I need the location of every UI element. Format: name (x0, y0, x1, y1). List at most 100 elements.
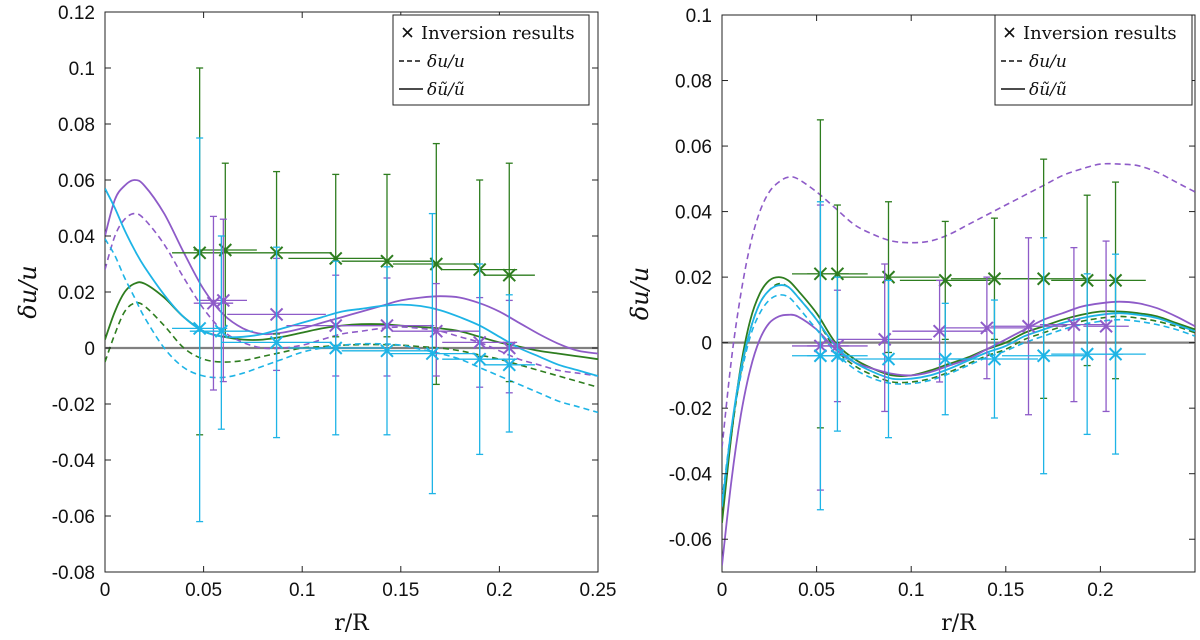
chart-panel-2: 0 0.05 0.1 0.15 0.2 -0.06 -0.04 -0.02 0 0.02 0.04 0… (626, 6, 1196, 636)
x-axis-label: r/R (941, 611, 977, 636)
y-tick-label: 0.08 (58, 115, 95, 136)
legend: Inversion results δu/u δũ/ũ (392, 14, 590, 106)
data-layer (722, 119, 1195, 566)
series-3-dashed-line (722, 294, 1195, 501)
x-tick-label: 0.1 (289, 580, 315, 601)
cross-marker (1108, 347, 1123, 361)
y-tick-label: 0.04 (58, 227, 95, 248)
series-3-solid-line (722, 284, 1195, 507)
x-tick-label: 0 (717, 580, 728, 601)
y-tick-label: -0.02 (52, 395, 95, 416)
y-tick-label: -0.06 (52, 507, 95, 528)
legend-box (994, 14, 1193, 106)
data-point (1039, 246, 1108, 403)
data-point (288, 260, 384, 436)
y-tick-label: -0.08 (52, 563, 95, 584)
data-point (483, 294, 535, 433)
x-tick-label: 0.15 (987, 580, 1024, 601)
legend-cross-icon (402, 27, 413, 38)
cross-marker (980, 321, 994, 335)
y-axis-label: δu/u (14, 265, 42, 318)
cross-marker (380, 344, 394, 358)
data-point (1085, 253, 1146, 455)
series-1-dashed-line (722, 282, 1195, 517)
y-tick-label: -0.06 (669, 530, 712, 551)
y-tick-label: 0.02 (675, 268, 712, 289)
legend-label: δũ/ũ (1029, 80, 1067, 100)
data-point (341, 266, 433, 436)
data-point (950, 299, 1038, 419)
y-tick-label: 0.08 (675, 72, 712, 93)
cross-marker (206, 296, 221, 310)
y-tick-label: 0.06 (675, 137, 712, 158)
x-tick-label: 0.1 (898, 580, 924, 601)
data-point (199, 218, 247, 383)
legend: Inversion results δu/u δũ/ũ (994, 14, 1193, 106)
data-point (341, 173, 433, 338)
cross-marker (214, 324, 229, 338)
cross-marker (987, 352, 1002, 366)
data-point (990, 237, 1067, 416)
y-tick-label: 0.12 (58, 3, 95, 24)
data-point (221, 246, 332, 439)
cross-marker (472, 352, 487, 366)
data-point (941, 276, 1033, 380)
legend-label: δu/u (1029, 52, 1067, 72)
data-point (1083, 240, 1129, 413)
y-tick-label: -0.04 (669, 465, 713, 486)
chart-panel-1: 0 0.05 0.1 0.15 0.2 0.25 -0.08 -0.06 -0.04 -0.02 0… (14, 3, 616, 636)
cross-marker (216, 293, 231, 308)
legend-label: δũ/ũ (427, 80, 465, 100)
cross-marker (987, 272, 1002, 286)
series-1-dashed-line (105, 301, 598, 388)
y-tick-label: -0.04 (52, 451, 96, 472)
cross-marker (938, 273, 952, 288)
y-tick-label: 0 (84, 339, 95, 360)
cross-marker (881, 352, 896, 366)
cross-marker (1067, 317, 1081, 332)
data-point (172, 137, 228, 523)
x-tick-label: 0 (100, 580, 111, 601)
legend-label: Inversion results (421, 23, 575, 44)
cross-marker (502, 358, 516, 372)
data-point (1002, 237, 1086, 475)
x-tick-label: 0.05 (798, 580, 835, 601)
series-2-solid-line (722, 300, 1195, 566)
x-axis-label: r/R (334, 611, 370, 636)
cross-marker (1099, 319, 1113, 333)
cross-marker (192, 321, 207, 336)
data-point (388, 212, 476, 495)
y-tick-label: 0 (701, 334, 712, 355)
cross-marker (502, 268, 516, 282)
y-tick-label: 0.1 (69, 59, 95, 80)
cross-marker (329, 341, 343, 355)
legend-box (392, 14, 590, 106)
legend-label: δu/u (427, 52, 465, 72)
cross-marker (932, 324, 947, 338)
x-tick-label: 0.25 (580, 580, 617, 601)
cross-marker (830, 267, 845, 281)
cross-marker (938, 352, 952, 366)
y-tick-label: 0.04 (675, 203, 712, 224)
legend-cross-icon (1004, 27, 1015, 38)
x-tick-label: 0.05 (185, 580, 222, 601)
x-tick-label: 0.2 (486, 580, 512, 601)
legend-label: Inversion results (1023, 23, 1177, 44)
cross-marker (380, 254, 394, 268)
data-point (807, 276, 868, 432)
y-tick-label: -0.02 (669, 399, 712, 420)
x-tick-label: 0.15 (382, 580, 419, 601)
y-axis-label: δu/u (626, 267, 654, 320)
y-tick-label: 0.02 (58, 283, 95, 304)
cross-marker (269, 335, 284, 350)
cross-marker (425, 346, 440, 361)
y-tick-label: 0.06 (58, 171, 95, 192)
cross-marker (830, 349, 845, 363)
series-2-dashed-line (722, 162, 1195, 448)
cross-marker (1021, 319, 1036, 333)
cross-marker (1036, 349, 1051, 363)
cross-marker (329, 251, 343, 266)
data-point (189, 235, 253, 430)
y-tick-label: 0.1 (686, 6, 712, 27)
